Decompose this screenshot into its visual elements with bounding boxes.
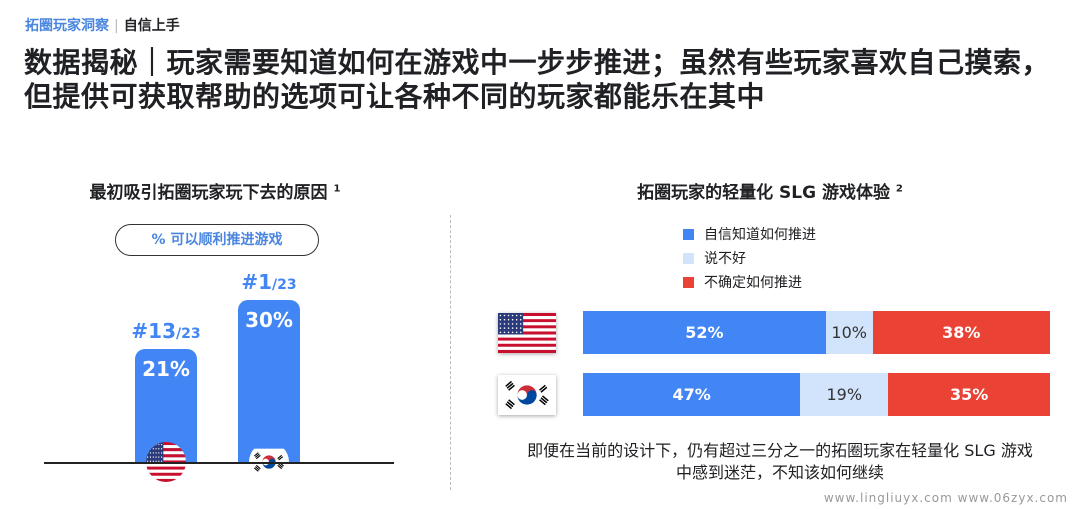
bar-segment: 38% — [872, 311, 1050, 354]
divider — [450, 215, 451, 490]
left-chart-title: 最初吸引拓圈玩家玩下去的原因 1 — [89, 183, 341, 203]
legend-item: 自信知道如何推进 — [683, 224, 816, 244]
legend-swatch — [683, 252, 694, 264]
metric-pill: % 可以顺利推进游戏 — [115, 224, 319, 256]
legend-label: 自信知道如何推进 — [704, 227, 816, 243]
right-chart-title: 拓圈玩家的轻量化 SLG 游戏体验 2 — [637, 183, 903, 203]
footnote-text: 即便在当前的设计下，仍有超过三分之一的拓圈玩家在轻量化 SLG 游戏中感到迷茫，… — [527, 441, 1033, 482]
watermark: www.lingliuyx.com www.06zyx.com — [823, 491, 1068, 505]
legend-label: 不确定如何推进 — [704, 275, 802, 291]
legend-swatch — [683, 276, 694, 288]
x-axis — [44, 462, 394, 464]
rank-label: #13/23 — [131, 318, 201, 343]
legend-label: 说不好 — [704, 251, 746, 267]
bar-segment: 35% — [888, 373, 1050, 416]
stacked-bar-KR: 47% 19% 35% — [583, 373, 1050, 416]
breadcrumb-subsection: 自信上手 — [123, 18, 180, 34]
breadcrumb: 拓圈玩家洞察 | 自信上手 — [25, 15, 180, 35]
divider: | — [114, 18, 119, 34]
page-title: 数据揭秘｜玩家需要知道如何在游戏中一步步推进；虽然有些玩家喜欢自己摸索，但提供可… — [24, 46, 1051, 113]
bar-KR: 30% — [238, 300, 300, 462]
bar-segment: 47% — [583, 373, 801, 416]
legend-item: 说不好 — [683, 248, 746, 268]
bar-segment: 10% — [825, 311, 873, 354]
US-flag-icon — [498, 313, 556, 353]
bar-segment: 19% — [800, 373, 889, 416]
bar-segment: 52% — [583, 311, 826, 354]
KR-flag-icon — [498, 375, 556, 415]
rank-label: #1/23 — [241, 270, 297, 294]
breadcrumb-section: 拓圈玩家洞察 — [25, 18, 109, 34]
legend-swatch — [683, 228, 694, 240]
stacked-bar-US: 52% 10% 38% — [583, 311, 1050, 354]
legend-item: 不确定如何推进 — [683, 272, 802, 292]
